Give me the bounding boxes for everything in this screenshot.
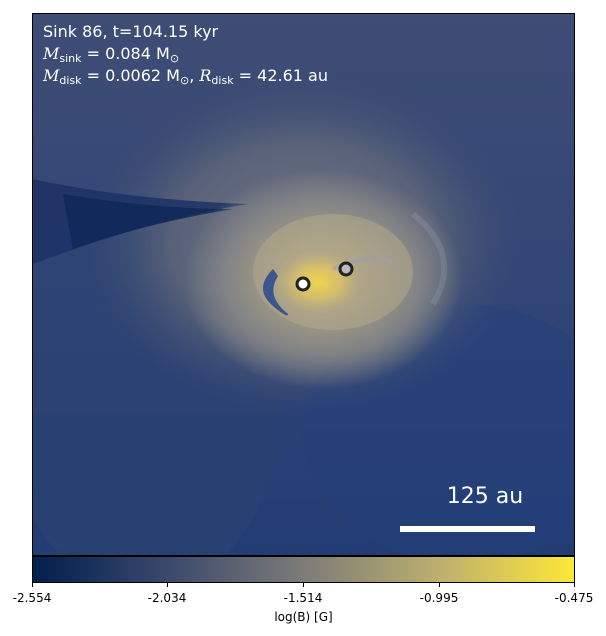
field-map-panel: Sink 86, t=104.15 kyr Msink = 0.084 M⊙ M… bbox=[32, 13, 575, 556]
colorbar-tick-label: -0.995 bbox=[419, 591, 459, 605]
colorbar-tick bbox=[574, 583, 575, 587]
colorbar-tick bbox=[303, 583, 304, 587]
colorbar-tick-label: -2.034 bbox=[147, 591, 187, 605]
colorbar-tick bbox=[167, 583, 168, 587]
magnetic-field-map bbox=[33, 14, 574, 555]
colorbar-tick-label: -2.554 bbox=[12, 591, 52, 605]
scale-bar bbox=[400, 526, 535, 532]
disk-props-label: Mdisk = 0.0062 M⊙, Rdisk = 42.61 au bbox=[43, 66, 328, 87]
primary-sink-marker bbox=[295, 276, 311, 292]
colorbar-tick-label: -1.514 bbox=[283, 591, 323, 605]
colorbar bbox=[32, 556, 575, 583]
colorbar-tick bbox=[32, 583, 33, 587]
sink-title: Sink 86, t=104.15 kyr bbox=[43, 22, 219, 41]
colorbar-tick-label: -0.475 bbox=[554, 591, 594, 605]
colorbar-tick bbox=[439, 583, 440, 587]
secondary-sink-marker bbox=[338, 261, 354, 277]
scale-bar-label: 125 au bbox=[446, 484, 524, 509]
colorbar-label: log(B) [G] bbox=[274, 610, 333, 624]
sink-mass-label: Msink = 0.084 M⊙ bbox=[43, 44, 180, 65]
